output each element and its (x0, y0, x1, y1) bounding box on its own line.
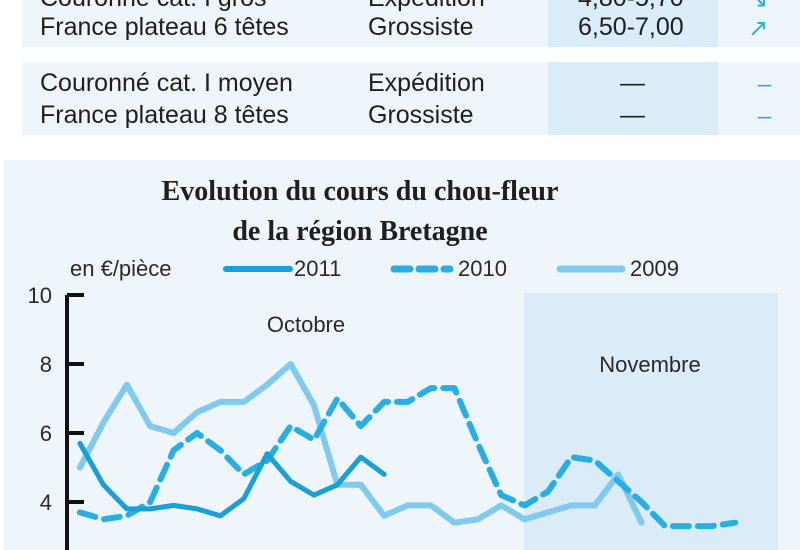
product-name: Couronné cat. I gros (40, 0, 267, 11)
series-line-2010 (77, 385, 739, 530)
dash-icon: – (758, 71, 772, 98)
market-stage: Expédition (368, 69, 485, 97)
arrow-down-right-icon: ↘ (748, 0, 768, 12)
y-tick-label-6: 6 (40, 421, 52, 446)
product-name: France plateau 8 têtes (40, 101, 289, 129)
chart-subtitle: de la région Bretagne (232, 216, 488, 247)
market-stage: Expédition (368, 0, 485, 11)
price-range: — (620, 101, 645, 129)
series-line-2009 (77, 361, 645, 526)
legend-label-2011: 2011 (294, 256, 342, 281)
series-line-2011 (77, 440, 387, 519)
market-stage: Grossiste (368, 101, 474, 129)
product-name: France plateau 6 têtes (40, 13, 289, 41)
arrow-up-right-icon: ↗ (748, 15, 769, 42)
dash-icon: – (758, 103, 772, 130)
legend-label-2009: 2009 (630, 256, 679, 281)
price-range: — (620, 69, 645, 97)
price-range: 6,50-7,00 (578, 13, 684, 41)
product-name: Couronné cat. I moyen (40, 69, 293, 97)
price-column-shading (548, 0, 718, 135)
table-divider (22, 47, 800, 62)
november-shading (524, 293, 778, 550)
y-axis-unit-label: en €/pièce (70, 256, 172, 281)
price-range: 4,80-5,70 (578, 0, 684, 11)
y-tick-label-4: 4 (40, 490, 52, 515)
market-stage: Grossiste (368, 13, 474, 41)
chart-title: Evolution du cours du chou-fleur (161, 176, 559, 207)
y-tick-label-10: 10 (28, 283, 52, 308)
month-label-novembre: Novembre (599, 352, 700, 377)
month-label-octobre: Octobre (267, 312, 345, 337)
y-tick-label-8: 8 (40, 352, 52, 377)
legend-label-2010: 2010 (458, 256, 507, 281)
